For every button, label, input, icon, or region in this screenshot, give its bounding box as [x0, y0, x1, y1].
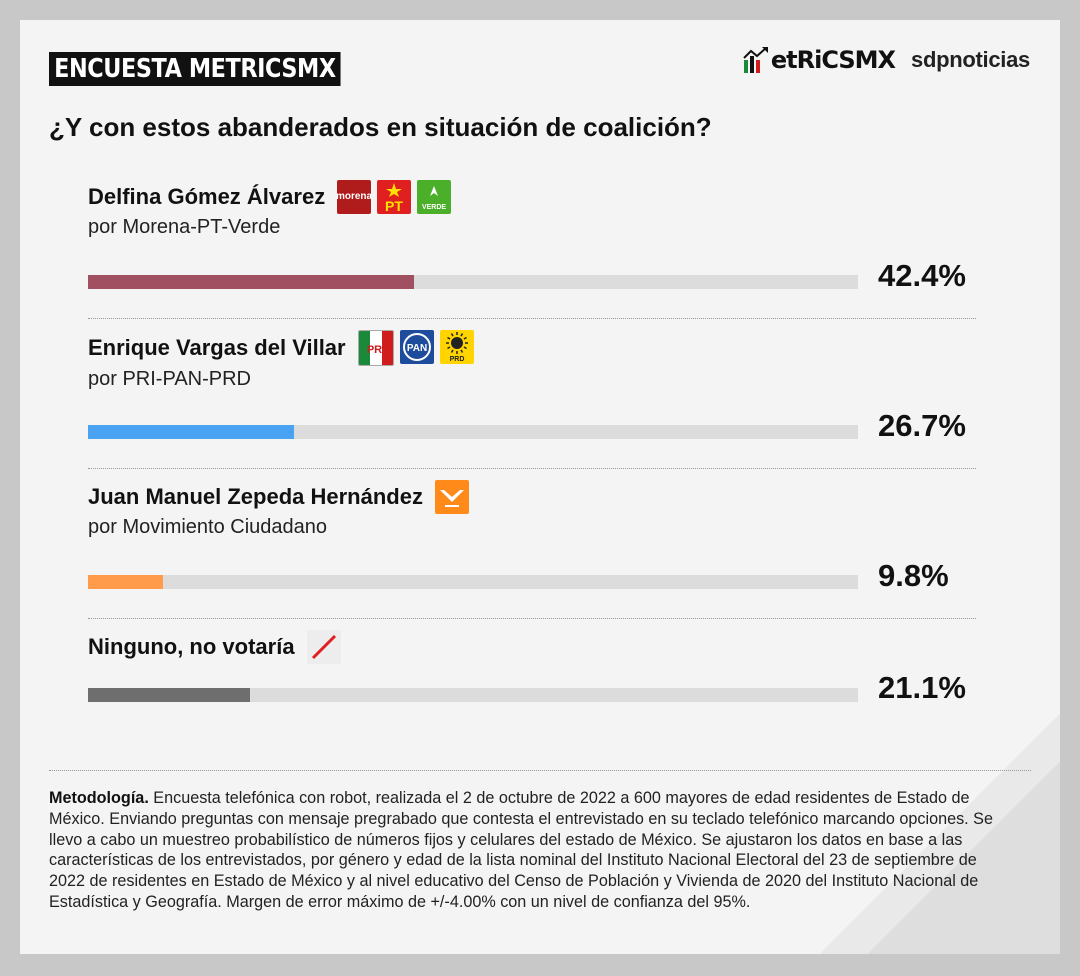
bar-track [88, 425, 858, 439]
survey-card: ENCUESTA METRICSMX etRiCSMX sdpnoticias … [20, 20, 1060, 954]
metricsmx-chart-icon [743, 47, 768, 73]
header-tag: ENCUESTA METRICSMX [49, 52, 341, 86]
candidate-row: Delfina Gómez Álvarez morena PT VERDE por Mo… [88, 180, 988, 330]
prd-logo: PRD [439, 330, 474, 364]
party-badges: PRI PAN PRD [357, 330, 474, 366]
candidate-party: por Morena-PT-Verde [88, 216, 281, 238]
chart-question: ¿Y con estos abanderados en situación de… [49, 112, 712, 142]
row-divider [88, 318, 976, 319]
metricsmx-logo: etRiCSMX [743, 46, 896, 74]
candidate-party: por Movimiento Ciudadano [88, 516, 328, 538]
pan-logo: PAN [399, 330, 434, 364]
results-list: Delfina Gómez Álvarez morena PT VERDE por Mo… [88, 180, 988, 740]
morena-logo: morena [337, 180, 372, 214]
bar-fill [88, 688, 251, 702]
bar-track [88, 688, 858, 702]
row-divider [88, 468, 976, 469]
percentage-label: 21.1% [878, 670, 966, 705]
bar-track [88, 575, 858, 589]
percentage-label: 9.8% [878, 558, 949, 593]
party-badges: morena PT VERDE [337, 180, 452, 214]
candidate-row: Enrique Vargas del Villar PRI PAN PRD por PR… [88, 330, 988, 480]
bar-fill [88, 425, 294, 439]
candidate-row: Ninguno, no votaría 21.1% [88, 630, 988, 740]
percentage-label: 42.4% [878, 258, 966, 293]
candidate-name: Delfina Gómez Álvarez [88, 184, 326, 209]
bar-track [88, 275, 858, 289]
verde-logo: VERDE [417, 180, 452, 214]
svg-text:PRI: PRI [366, 344, 384, 356]
slash-icon [306, 630, 341, 664]
row-divider [88, 618, 976, 619]
methodology-text: Encuesta telefónica con robot, realizada… [49, 789, 993, 911]
candidate-header: Enrique Vargas del Villar PRI PAN PRD [88, 330, 988, 366]
candidate-header: Juan Manuel Zepeda Hernández [88, 480, 988, 514]
candidate-name: Ninguno, no votaría [88, 634, 295, 659]
candidate-header: Ninguno, no votaría [88, 630, 988, 664]
pri-logo: PRI [357, 330, 394, 366]
svg-text:PAN: PAN [406, 343, 426, 354]
svg-text:PRD: PRD [449, 356, 464, 363]
sdpnoticias-logo: sdpnoticias [911, 47, 1030, 72]
movimiento-ciudadano-logo [434, 480, 469, 514]
svg-text:morena: morena [337, 191, 371, 202]
svg-text:VERDE: VERDE [422, 204, 446, 211]
bar-fill [88, 575, 164, 589]
header-logos: etRiCSMX sdpnoticias [743, 46, 1030, 74]
party-badges [434, 480, 469, 514]
candidate-name: Juan Manuel Zepeda Hernández [88, 484, 423, 509]
bar-fill [88, 275, 415, 289]
methodology-divider [49, 770, 1031, 771]
methodology-note: Metodología. Encuesta telefónica con rob… [49, 788, 1009, 913]
candidate-header: Delfina Gómez Álvarez morena PT VERDE [88, 180, 988, 214]
pt-logo: PT [377, 180, 412, 214]
svg-text:PT: PT [385, 198, 403, 214]
party-badges [306, 630, 341, 664]
methodology-label: Metodología. [49, 789, 149, 807]
candidate-row: Juan Manuel Zepeda Hernández por Movimien… [88, 480, 988, 630]
corner-decoration [820, 714, 1060, 954]
metricsmx-logo-text: etRiCSMX [770, 46, 896, 74]
candidate-name: Enrique Vargas del Villar [88, 335, 346, 360]
percentage-label: 26.7% [878, 408, 966, 443]
candidate-party: por PRI-PAN-PRD [88, 368, 251, 390]
